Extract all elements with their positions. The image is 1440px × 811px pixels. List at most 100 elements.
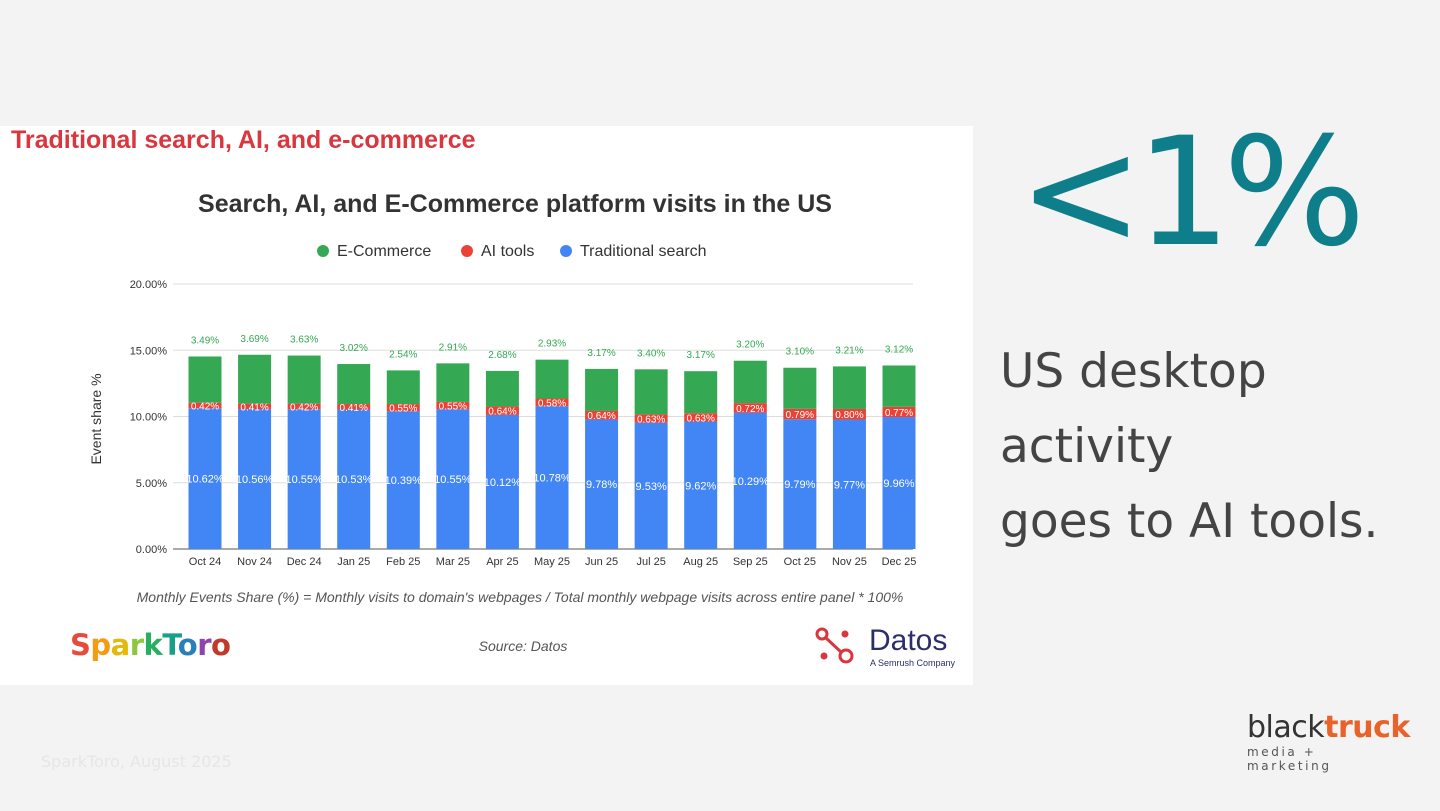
bar-segment: [783, 419, 817, 549]
bar-segment: [585, 410, 619, 420]
blacktruck-black: black: [1247, 710, 1325, 745]
data-label: 3.17%: [587, 348, 615, 359]
data-label: 0.55%: [439, 402, 467, 413]
legend-swatch: [461, 245, 473, 257]
formula-note: Monthly Events Share (%) = Monthly visit…: [137, 589, 904, 605]
bar-segment: [287, 403, 321, 410]
stat-caption-line2: goes to AI tools.: [1000, 494, 1379, 549]
data-label: 0.77%: [885, 408, 913, 419]
data-label: 2.68%: [488, 350, 516, 361]
stat-caption-line1: US desktop activity: [1000, 344, 1267, 474]
bar-segment: [585, 368, 619, 411]
data-label: 0.79%: [786, 410, 814, 421]
chart-title: Search, AI, and E-Commerce platform visi…: [198, 190, 832, 218]
bar-segment: [733, 360, 767, 404]
data-label: 2.54%: [389, 349, 417, 360]
blacktruck-logo: blacktruck media + marketing: [1247, 710, 1410, 774]
bar-segment: [287, 355, 321, 404]
bar-segment: [436, 363, 470, 402]
bar-segment: [238, 354, 272, 404]
data-label: 3.10%: [786, 347, 814, 358]
bar-segment: [634, 422, 668, 549]
data-label: 9.62%: [685, 480, 716, 492]
data-label: 0.58%: [538, 398, 566, 409]
stacked-bar-chart: Search, AI, and E-Commerce platform visi…: [88, 190, 917, 654]
bar-segment: [882, 406, 916, 418]
data-label: 10.12%: [484, 477, 522, 489]
bar-segment: [733, 403, 767, 413]
bar-segment: [535, 359, 569, 399]
x-tick-label: Nov 24: [237, 556, 272, 568]
big-stat-value: <1%: [1018, 106, 1366, 280]
data-label: 3.40%: [637, 348, 665, 359]
x-tick-label: Sep 25: [733, 556, 768, 568]
data-label: 0.41%: [340, 403, 368, 414]
data-label: 0.80%: [835, 410, 863, 421]
bar-segment: [882, 365, 916, 407]
bar-segment: [832, 408, 866, 420]
data-label: 10.29%: [732, 476, 770, 488]
datos-mark-icon: [815, 627, 854, 664]
data-label: 10.78%: [533, 473, 571, 485]
data-label: 10.55%: [434, 474, 472, 486]
x-tick-label: Dec 25: [882, 556, 917, 568]
bar-segment: [485, 414, 519, 549]
bar-segment: [485, 406, 519, 415]
bar-segment: [832, 366, 866, 409]
data-label: 0.64%: [488, 407, 516, 418]
x-tick-label: Oct 25: [784, 556, 816, 568]
data-label: 0.63%: [687, 413, 715, 424]
y-axis-label: Event share %: [88, 373, 104, 464]
data-label: 10.39%: [385, 475, 423, 487]
bar-segment: [535, 398, 569, 407]
x-tick-label: May 25: [534, 556, 570, 568]
data-label: 0.64%: [587, 411, 615, 422]
x-tick-label: Apr 25: [486, 556, 518, 568]
stat-caption: US desktop activity goes to AI tools.: [1000, 334, 1440, 559]
y-tick-label: 5.00%: [136, 478, 167, 490]
data-label: 3.63%: [290, 335, 318, 346]
footer-source: SparkToro, August 2025: [41, 752, 232, 771]
x-tick-label: Feb 25: [386, 556, 420, 568]
data-label: 9.96%: [883, 478, 914, 490]
bar-segment: [634, 414, 668, 423]
bar-segment: [684, 421, 718, 549]
data-label: 10.62%: [186, 474, 224, 486]
data-label: 0.55%: [389, 404, 417, 415]
data-label: 10.55%: [285, 474, 323, 486]
bar-segment: [337, 409, 371, 549]
datos-tagline: A Semrush Company: [870, 658, 956, 668]
data-label: 0.41%: [240, 402, 268, 413]
chart-source: Source: Datos: [479, 638, 568, 654]
y-tick-label: 15.00%: [130, 345, 168, 357]
bar-segment: [535, 406, 569, 549]
data-label: 0.63%: [637, 415, 665, 426]
x-tick-label: Jun 25: [585, 556, 618, 568]
data-label: 2.91%: [439, 342, 467, 353]
bar-segment: [436, 401, 470, 410]
data-label: 2.93%: [538, 339, 566, 350]
legend-swatch: [317, 245, 329, 257]
legend-label: AI tools: [481, 243, 534, 260]
datos-logo: Datos A Semrush Company: [815, 624, 965, 671]
bar-segment: [783, 367, 817, 409]
data-label: 10.53%: [335, 474, 373, 486]
bar-segment: [238, 409, 272, 549]
datos-wordmark: Datos: [869, 624, 948, 657]
data-label: 0.42%: [290, 402, 318, 413]
x-tick-label: Oct 24: [189, 556, 221, 568]
bar-segment: [287, 409, 321, 549]
bar-segment: [585, 419, 619, 549]
y-tick-label: 20.00%: [130, 279, 168, 291]
bar-segment: [337, 364, 371, 405]
bar-segment: [436, 409, 470, 549]
sparktoro-logo: SparkToro: [70, 628, 231, 662]
bar-segment: [882, 417, 916, 549]
bar-segment: [832, 419, 866, 549]
bar-segment: [386, 404, 420, 412]
bar-segment: [188, 402, 222, 409]
x-tick-label: Jan 25: [337, 556, 370, 568]
data-label: 3.69%: [240, 334, 268, 345]
data-label: 9.77%: [834, 479, 865, 491]
bar-segment: [188, 356, 222, 403]
